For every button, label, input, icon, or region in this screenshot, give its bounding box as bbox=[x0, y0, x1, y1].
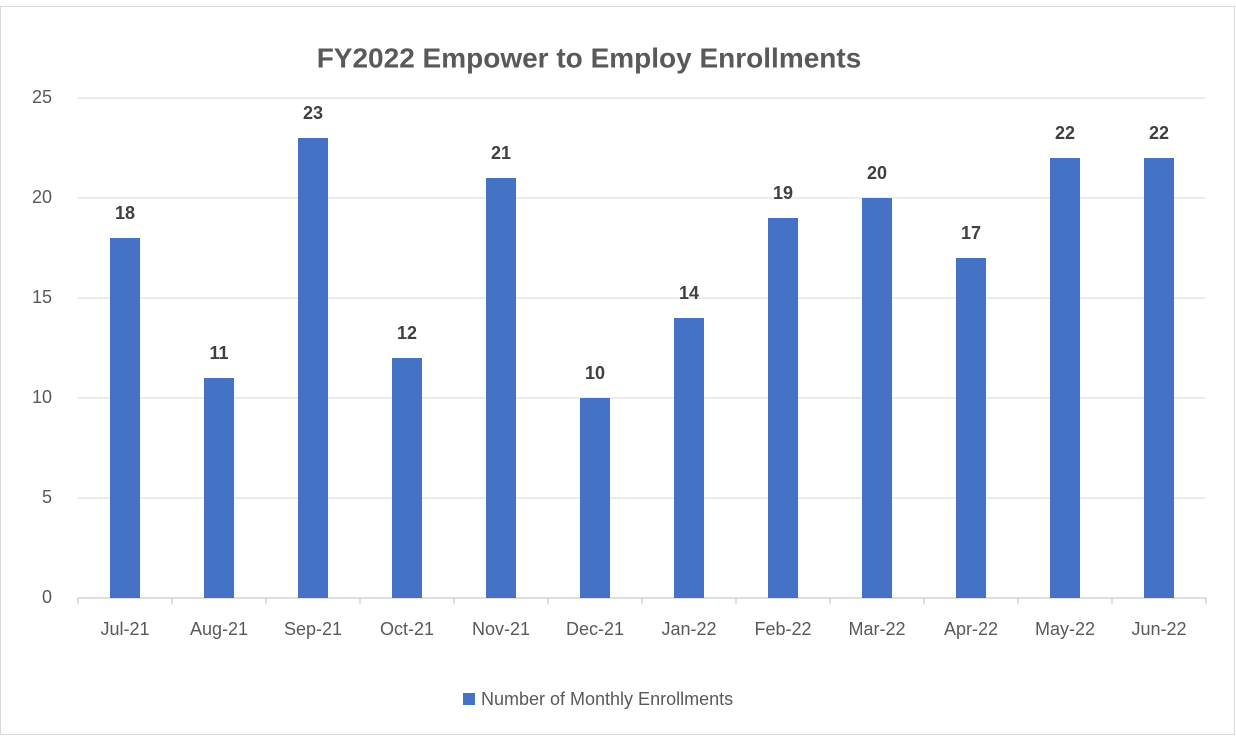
y-tick-label: 15 bbox=[32, 287, 52, 307]
x-tick-label: Oct-21 bbox=[380, 619, 434, 639]
x-tick-label: Nov-21 bbox=[472, 619, 530, 639]
x-tick-label: Jun-22 bbox=[1131, 619, 1186, 639]
y-tick-label: 10 bbox=[32, 387, 52, 407]
y-tick-label: 0 bbox=[42, 587, 52, 607]
x-tick-label: Feb-22 bbox=[754, 619, 811, 639]
data-label: 23 bbox=[303, 103, 323, 123]
bar bbox=[674, 318, 704, 598]
bar bbox=[110, 238, 140, 598]
data-label: 10 bbox=[585, 363, 605, 383]
data-label: 12 bbox=[397, 323, 417, 343]
data-label: 17 bbox=[961, 223, 981, 243]
bar bbox=[956, 258, 986, 598]
data-label: 22 bbox=[1055, 123, 1075, 143]
bar bbox=[580, 398, 610, 598]
data-label: 11 bbox=[209, 343, 228, 363]
x-tick-label: Mar-22 bbox=[848, 619, 905, 639]
bar bbox=[862, 198, 892, 598]
x-tick-label: Sep-21 bbox=[284, 619, 342, 639]
data-label: 18 bbox=[115, 203, 135, 223]
bar bbox=[768, 218, 798, 598]
data-label: 21 bbox=[491, 143, 511, 163]
bar bbox=[1050, 158, 1080, 598]
chart-border bbox=[0, 6, 1235, 735]
data-label: 14 bbox=[679, 283, 699, 303]
data-label: 19 bbox=[773, 183, 793, 203]
bar bbox=[298, 138, 328, 598]
bar bbox=[486, 178, 516, 598]
x-tick-label: Apr-22 bbox=[944, 619, 998, 639]
y-tick-label: 25 bbox=[32, 87, 52, 107]
y-tick-label: 5 bbox=[42, 487, 52, 507]
bar bbox=[1144, 158, 1174, 598]
x-tick-label: Aug-21 bbox=[190, 619, 248, 639]
data-label: 22 bbox=[1149, 123, 1169, 143]
bar bbox=[204, 378, 234, 598]
y-tick-label: 20 bbox=[32, 187, 52, 207]
legend-label: Number of Monthly Enrollments bbox=[481, 689, 733, 709]
x-tick-label: Jul-21 bbox=[100, 619, 149, 639]
x-tick-label: May-22 bbox=[1035, 619, 1095, 639]
data-label: 20 bbox=[867, 163, 887, 183]
legend-swatch bbox=[463, 693, 475, 705]
x-tick-label: Jan-22 bbox=[661, 619, 716, 639]
chart-title: FY2022 Empower to Employ Enrollments bbox=[317, 42, 862, 73]
bar bbox=[392, 358, 422, 598]
x-tick-label: Dec-21 bbox=[566, 619, 624, 639]
